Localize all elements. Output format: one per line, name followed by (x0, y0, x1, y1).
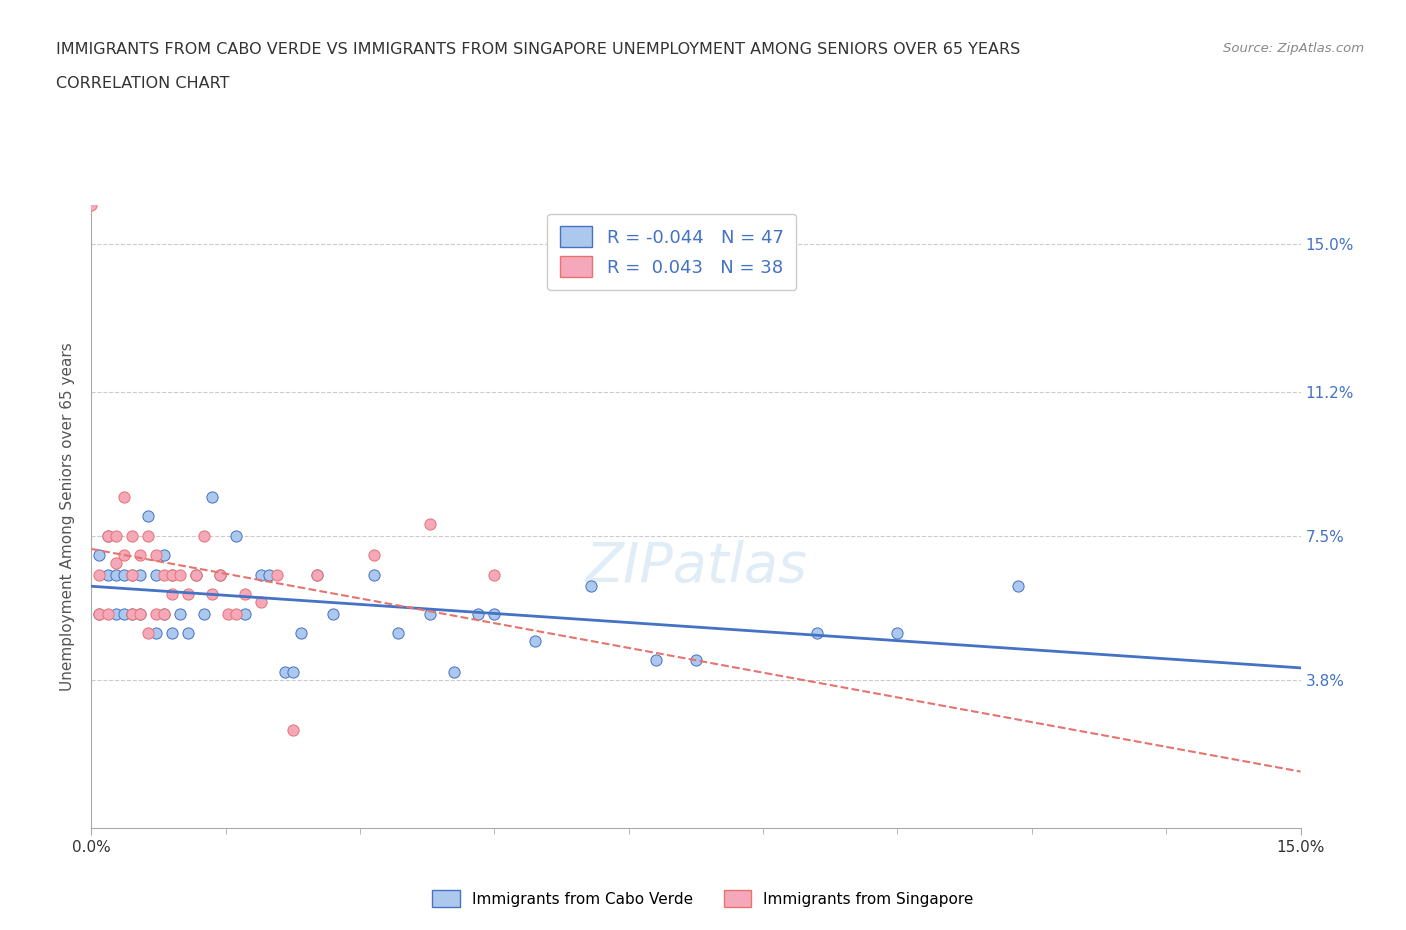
Text: IMMIGRANTS FROM CABO VERDE VS IMMIGRANTS FROM SINGAPORE UNEMPLOYMENT AMONG SENIO: IMMIGRANTS FROM CABO VERDE VS IMMIGRANTS… (56, 42, 1021, 57)
Point (685, 653, 707, 668)
Point (443, 664, 465, 679)
Point (217, 606, 239, 621)
Point (225, 528, 247, 543)
Point (104, 555, 127, 570)
Point (160, 587, 183, 602)
Point (233, 587, 256, 602)
Point (145, 548, 167, 563)
Point (153, 606, 176, 621)
Point (112, 489, 135, 504)
Point (136, 528, 159, 543)
Point (186, 567, 208, 582)
Point (201, 489, 224, 504)
Point (121, 606, 143, 621)
Point (169, 606, 191, 621)
Point (145, 606, 167, 621)
Legend: R = -0.044   N = 47, R =  0.043   N = 38: R = -0.044 N = 47, R = 0.043 N = 38 (547, 214, 796, 289)
Point (281, 723, 304, 737)
Point (104, 567, 127, 582)
Point (322, 606, 344, 621)
Point (274, 664, 297, 679)
Text: ZIPatlas: ZIPatlas (585, 539, 807, 592)
Legend: Immigrants from Cabo Verde, Immigrants from Singapore: Immigrants from Cabo Verde, Immigrants f… (426, 884, 980, 913)
Point (806, 626, 828, 641)
Point (177, 626, 200, 641)
Point (249, 567, 271, 582)
Point (201, 587, 224, 602)
Point (112, 606, 135, 621)
Point (104, 606, 127, 621)
Point (96, 528, 118, 543)
Point (225, 606, 247, 621)
Point (886, 626, 908, 641)
Point (128, 548, 150, 563)
Point (281, 664, 304, 679)
Point (104, 528, 127, 543)
Point (153, 606, 176, 621)
Point (112, 567, 135, 582)
Point (266, 567, 288, 582)
Point (136, 626, 159, 641)
Point (128, 606, 150, 621)
Point (121, 567, 143, 582)
Point (523, 633, 546, 648)
Point (112, 548, 135, 563)
Point (186, 567, 208, 582)
Point (193, 606, 215, 621)
Point (177, 587, 200, 602)
Point (96, 606, 118, 621)
Point (160, 567, 183, 582)
Point (160, 626, 183, 641)
Point (193, 528, 215, 543)
Point (307, 567, 329, 582)
Point (209, 567, 232, 582)
Point (484, 567, 506, 582)
Point (160, 567, 183, 582)
Point (128, 606, 150, 621)
Point (579, 578, 602, 593)
Point (419, 516, 441, 531)
Point (96, 528, 118, 543)
Y-axis label: Unemployment Among Seniors over 65 years: Unemployment Among Seniors over 65 years (60, 341, 76, 690)
Point (290, 626, 312, 641)
Point (209, 567, 232, 582)
Point (257, 567, 280, 582)
Point (1007, 578, 1029, 593)
Point (80, 198, 103, 213)
Point (484, 606, 506, 621)
Point (419, 606, 441, 621)
Point (153, 567, 176, 582)
Point (136, 509, 159, 524)
Point (145, 567, 167, 582)
Point (249, 594, 271, 609)
Point (387, 626, 409, 641)
Point (121, 606, 143, 621)
Text: Source: ZipAtlas.com: Source: ZipAtlas.com (1223, 42, 1364, 55)
Point (121, 528, 143, 543)
Point (121, 567, 143, 582)
Point (363, 548, 385, 563)
Point (153, 548, 176, 563)
Point (89, 606, 111, 621)
Point (89, 548, 111, 563)
Point (169, 567, 191, 582)
Point (233, 606, 256, 621)
Point (467, 606, 489, 621)
Point (96, 567, 118, 582)
Text: CORRELATION CHART: CORRELATION CHART (56, 76, 229, 91)
Point (363, 567, 385, 582)
Point (89, 606, 111, 621)
Point (307, 567, 329, 582)
Point (128, 567, 150, 582)
Point (145, 626, 167, 641)
Point (89, 567, 111, 582)
Point (644, 653, 666, 668)
